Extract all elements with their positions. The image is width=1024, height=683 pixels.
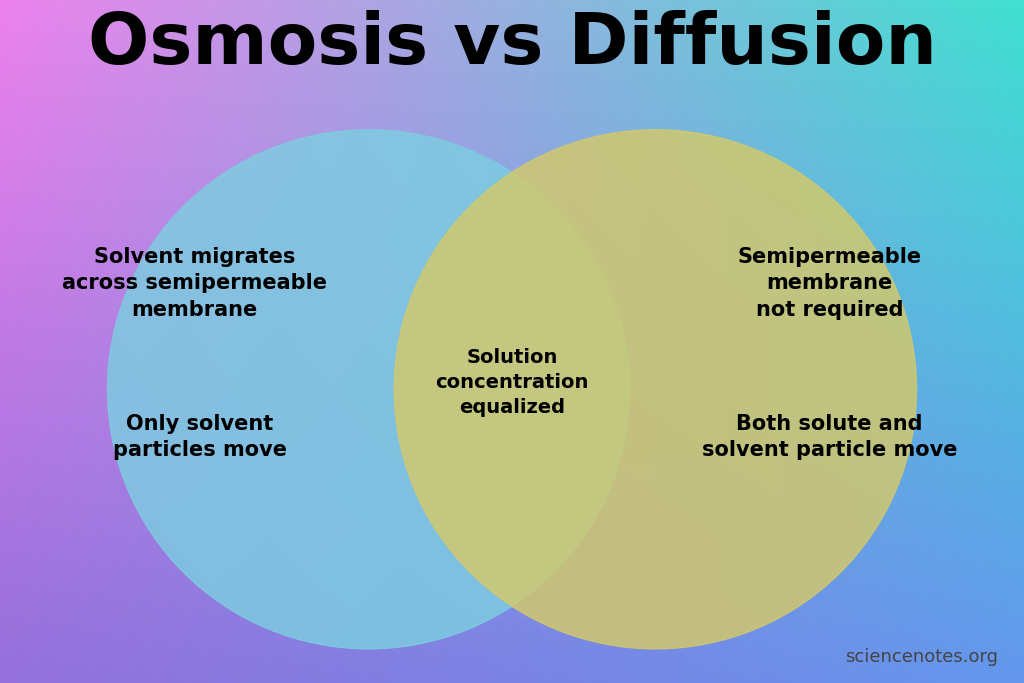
Text: sciencenotes.org: sciencenotes.org [846, 648, 998, 666]
Text: Only solvent
particles move: Only solvent particles move [113, 414, 287, 460]
Ellipse shape [394, 130, 916, 649]
Text: Osmosis vs Diffusion: Osmosis vs Diffusion [88, 10, 936, 79]
Text: Solvent migrates
across semipermeable
membrane: Solvent migrates across semipermeable me… [62, 247, 327, 320]
Ellipse shape [108, 130, 630, 649]
Text: Solution
concentration
equalized: Solution concentration equalized [435, 348, 589, 417]
Text: Both solute and
solvent particle move: Both solute and solvent particle move [701, 414, 957, 460]
Text: Semipermeable
membrane
not required: Semipermeable membrane not required [737, 247, 922, 320]
